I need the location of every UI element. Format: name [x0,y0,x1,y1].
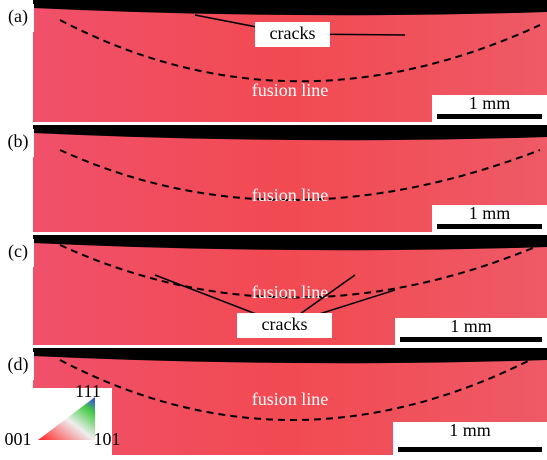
panel-label: (a) [8,6,28,27]
scale-text: 1 mm [469,93,511,113]
scale-bar [437,114,542,119]
fusion-line-label: fusion line [252,282,329,302]
fusion-line-label: fusion line [252,185,329,205]
fusion-line-label: fusion line [252,389,329,409]
legend-101: 101 [94,429,121,449]
scale-bar [400,337,542,342]
cracks-label: cracks [270,23,316,43]
panel-label: (d) [8,354,29,375]
scale-text: 1 mm [450,316,492,336]
panel-label: (b) [8,131,29,152]
figure: (a) fusion line 1 mm cracks (b) fusion line 1 … [0,0,547,455]
scale-text: 1 mm [469,203,511,223]
panel-label: (c) [8,241,28,262]
cracks-label: cracks [262,314,308,334]
scale-text: 1 mm [449,420,491,440]
legend-111: 111 [75,381,101,401]
legend-001: 001 [5,429,32,449]
fusion-line-label: fusion line [252,80,329,100]
scale-bar [437,224,542,229]
scale-bar [398,447,542,452]
